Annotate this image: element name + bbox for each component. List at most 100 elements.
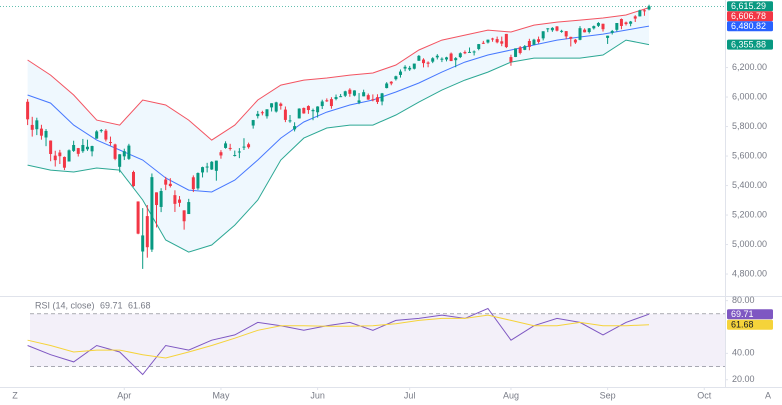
- candle-body: [486, 39, 490, 43]
- candle-body: [224, 143, 228, 148]
- y-tick-label: 4,800.00: [732, 268, 767, 278]
- candle-body: [187, 202, 191, 215]
- candle-body: [334, 97, 338, 99]
- candle-body: [242, 146, 246, 148]
- candle-body: [514, 48, 518, 57]
- price-label: 6,615.29: [731, 1, 766, 11]
- overlay-line: [27, 7, 650, 141]
- y-tick-label: 5,200.00: [732, 209, 767, 219]
- candle-body: [297, 108, 301, 119]
- y-tick-label: 5,400.00: [732, 180, 767, 190]
- candle-body: [72, 144, 76, 151]
- candle-body: [509, 57, 513, 62]
- candle-body: [108, 142, 112, 144]
- candle-body: [113, 144, 117, 159]
- candle-body: [233, 155, 237, 157]
- indicator-value: 61.68: [128, 300, 151, 310]
- candle-body: [49, 140, 53, 154]
- candle-body: [76, 148, 80, 154]
- price-label: 61.68: [731, 320, 754, 330]
- price-label-box: [727, 309, 773, 320]
- candle-body: [417, 55, 421, 61]
- candle-body: [587, 28, 591, 33]
- candle-body: [270, 103, 274, 108]
- candle-body: [606, 35, 610, 38]
- candle-body: [283, 109, 287, 120]
- x-tick-label: Apr: [117, 390, 131, 400]
- candle-body: [274, 102, 278, 112]
- candle-body: [541, 31, 545, 39]
- candle-body: [311, 110, 315, 112]
- candle-body: [385, 83, 389, 89]
- y-tick-label: 6,000.00: [732, 91, 767, 101]
- candle-body: [58, 152, 62, 157]
- indicator-line: [27, 314, 650, 359]
- candle-body: [228, 147, 232, 149]
- candle-body: [481, 42, 485, 44]
- candle-body: [421, 59, 425, 64]
- candle-body: [642, 10, 646, 12]
- indicator-value: 69.71: [100, 300, 123, 310]
- candle-body: [348, 89, 352, 94]
- candle-body: [159, 191, 163, 207]
- candle-body: [196, 173, 200, 189]
- candle-body: [362, 92, 366, 97]
- y-tick-label: 6,200.00: [732, 62, 767, 72]
- candle-body: [629, 21, 633, 24]
- candle-body: [366, 95, 370, 100]
- candle-body: [435, 55, 439, 58]
- x-tick-label: Jun: [310, 390, 325, 400]
- price-label-box: [727, 319, 773, 330]
- price-label-box: [727, 1, 773, 12]
- candle-body: [550, 27, 554, 31]
- y-tick-label: 80.00: [732, 295, 755, 305]
- indicator-title: RSI (14, close): [35, 300, 95, 310]
- candle-body: [380, 93, 384, 102]
- indicator-line: [27, 307, 650, 376]
- candle-body: [596, 23, 600, 26]
- candle-body: [122, 151, 126, 157]
- candle-body: [647, 6, 651, 10]
- candle-body: [389, 81, 393, 84]
- candle-body: [601, 23, 605, 30]
- candle-body: [468, 51, 472, 53]
- left-button[interactable]: Z: [12, 390, 18, 400]
- candle-body: [329, 99, 333, 107]
- candle-body: [90, 146, 94, 152]
- candle-body: [564, 31, 568, 37]
- x-tick-label: Aug: [503, 390, 519, 400]
- price-label: 6,480.82: [731, 21, 766, 31]
- candle-body: [500, 41, 504, 44]
- band-fill: [27, 7, 650, 253]
- candle-body: [164, 179, 168, 185]
- candle-body: [247, 144, 251, 148]
- candle-body: [477, 44, 481, 49]
- overlay-line: [27, 25, 650, 193]
- candle-body: [426, 62, 430, 64]
- candle-body: [504, 33, 508, 48]
- x-tick-label: Jul: [404, 390, 416, 400]
- candle-body: [150, 177, 154, 250]
- candle-body: [131, 171, 135, 186]
- candle-body: [35, 120, 39, 130]
- candle-body: [62, 156, 66, 168]
- y-tick-label: 40.00: [732, 348, 755, 358]
- candle-body: [463, 52, 467, 54]
- candle-body: [44, 130, 48, 138]
- candle-body: [279, 103, 283, 106]
- candle-body: [578, 28, 582, 40]
- candle-body: [624, 22, 628, 25]
- candle-body: [610, 30, 614, 33]
- candle-body: [339, 96, 343, 98]
- candle-body: [205, 166, 209, 168]
- candle-body: [638, 10, 642, 17]
- candle-body: [210, 161, 214, 170]
- candle-body: [256, 113, 260, 117]
- candle-body: [219, 152, 223, 156]
- candle-body: [619, 19, 623, 26]
- rsi-band: [30, 313, 725, 367]
- right-button[interactable]: A: [765, 390, 771, 400]
- candle-body: [491, 38, 495, 40]
- candle-body: [633, 16, 637, 19]
